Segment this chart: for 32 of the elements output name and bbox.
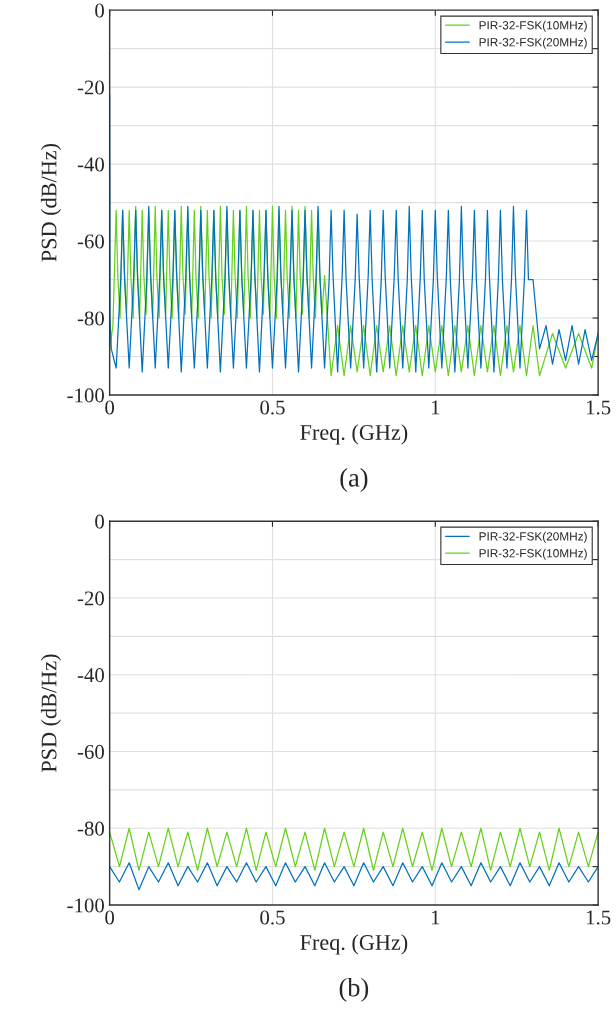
y-tick-label: 0: [95, 514, 104, 529]
x-tick-label: 1: [431, 400, 440, 415]
y-axis-title: PSD (dB/Hz): [40, 143, 62, 262]
y-tick-label: -80: [77, 311, 104, 326]
x-tick-label: 0: [105, 910, 115, 925]
y-axis-title: PSD (dB/Hz): [40, 654, 62, 773]
y-tick-label: -20: [77, 80, 104, 95]
y-tick-label: 0: [95, 3, 104, 18]
legend-label: PIR-32-FSK(20MHz): [479, 37, 587, 49]
y-tick-label: -60: [77, 744, 104, 759]
y-tick-label: -40: [77, 668, 104, 683]
y-tick-label: -60: [77, 234, 104, 249]
y-tick-label: -100: [67, 898, 104, 913]
x-tick-label: 0: [105, 400, 115, 415]
legend-label: PIR-32-FSK(10MHz): [479, 548, 587, 560]
x-tick-label: 1.5: [586, 400, 611, 415]
y-tick-label: -100: [67, 388, 104, 403]
x-axis-title: Freq. (GHz): [300, 424, 408, 445]
x-tick-label: 1: [431, 910, 440, 925]
x-tick-label: 0.5: [260, 910, 285, 925]
x-tick-label: 0.5: [260, 400, 285, 415]
text: (a): [340, 468, 368, 493]
x-axis-title: Freq. (GHz): [300, 934, 408, 955]
y-tick-label: -40: [77, 157, 104, 172]
line-series: [109, 827, 599, 872]
legend-label: PIR-32-FSK(10MHz): [479, 20, 587, 32]
x-tick-label: 1.5: [586, 910, 611, 925]
y-tick-label: -20: [77, 591, 104, 606]
text: (b): [339, 977, 369, 1002]
legend-label: PIR-32-FSK(20MHz): [479, 531, 587, 543]
y-tick-label: -80: [77, 821, 104, 836]
line-series: [109, 862, 599, 891]
